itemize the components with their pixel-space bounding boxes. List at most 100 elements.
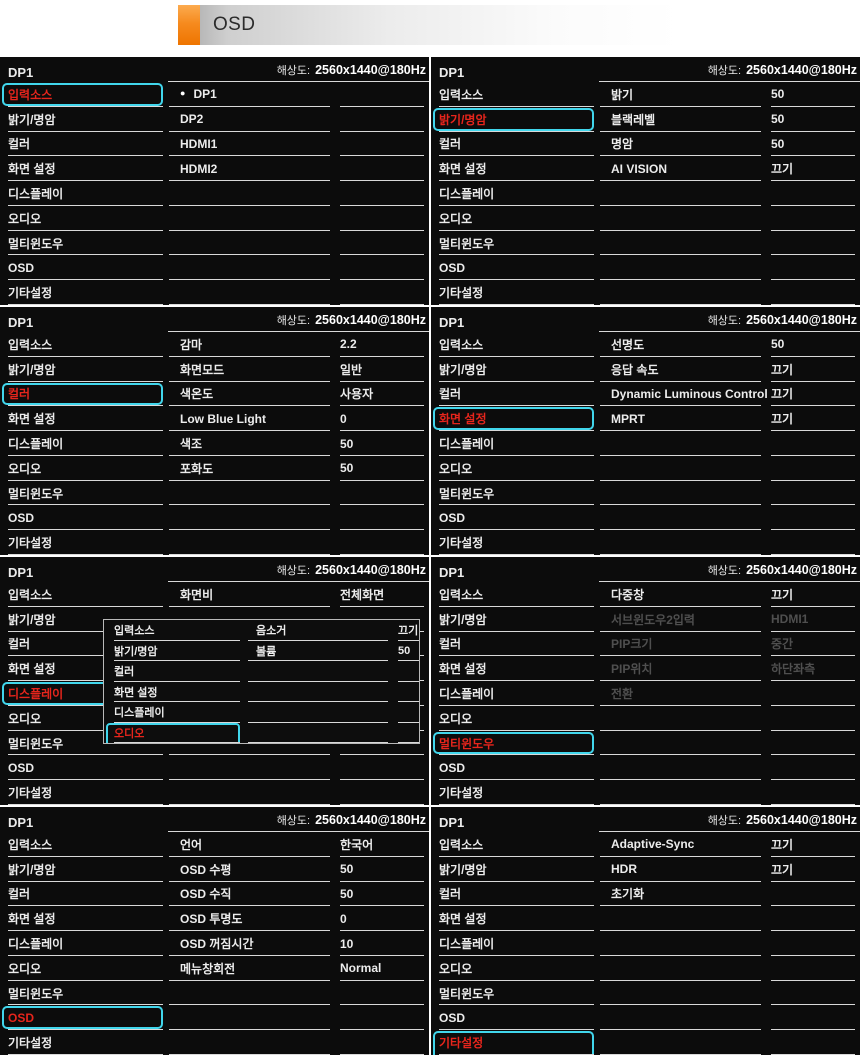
menu-option-label[interactable]: 포화도: [165, 456, 337, 481]
sidebar-item-display[interactable]: 디스플레이: [431, 681, 596, 706]
sidebar-item-misc-settings[interactable]: 기타설정: [431, 280, 596, 305]
sidebar-item-color[interactable]: 컬러: [431, 382, 596, 407]
menu-option-label[interactable]: Dynamic Luminous Control: [596, 382, 768, 407]
menu-option-label[interactable]: OSD 꺼짐시간: [165, 931, 337, 956]
sidebar-item-audio[interactable]: 오디오: [0, 456, 165, 481]
sidebar-item-audio[interactable]: 오디오: [0, 206, 165, 231]
sidebar-item-screen-settings[interactable]: 화면 설정: [0, 406, 165, 431]
menu-option-label[interactable]: 감마: [165, 332, 337, 357]
menu-option-label[interactable]: HDR: [596, 857, 768, 882]
menu-option-label[interactable]: DP2: [165, 107, 337, 132]
menu-option-label[interactable]: OSD 수직: [165, 882, 337, 907]
sidebar-item-display[interactable]: 디스플레이: [104, 702, 244, 723]
sidebar-item-misc-settings[interactable]: 기타설정: [0, 280, 165, 305]
sidebar-item-osd[interactable]: OSD: [431, 1005, 596, 1031]
sidebar-item-input-source[interactable]: 입력소스: [0, 832, 165, 857]
menu-option-label[interactable]: Adaptive-Sync: [596, 832, 768, 857]
sidebar-item-color[interactable]: 컬러: [0, 882, 165, 907]
menu-option-label[interactable]: 음소거: [244, 620, 396, 641]
sidebar-item-screen-settings[interactable]: 화면 설정: [0, 656, 165, 681]
sidebar-item-display[interactable]: 디스플레이: [0, 431, 165, 456]
sidebar-item-brightness-contrast[interactable]: 밝기/명암: [431, 607, 596, 632]
sidebar-item-display[interactable]: 디스플레이: [431, 931, 596, 956]
sidebar-item-screen-settings[interactable]: 화면 설정: [0, 156, 165, 181]
sidebar-item-multi-window[interactable]: 멀티윈도우: [431, 731, 596, 756]
sidebar-item-color[interactable]: 컬러: [0, 382, 165, 407]
sidebar-item-osd[interactable]: OSD: [0, 505, 165, 531]
sidebar-item-brightness-contrast[interactable]: 밝기/명암: [104, 641, 244, 662]
sidebar-item-brightness-contrast[interactable]: 밝기/명암: [431, 857, 596, 882]
sidebar-item-osd[interactable]: OSD: [431, 255, 596, 281]
menu-option-label[interactable]: 볼륨: [244, 641, 396, 662]
sidebar-item-audio[interactable]: 오디오: [431, 956, 596, 981]
sidebar-item-color[interactable]: 컬러: [0, 632, 165, 657]
sidebar-item-brightness-contrast[interactable]: 밝기/명암: [431, 357, 596, 382]
sidebar-item-osd[interactable]: OSD: [431, 755, 596, 781]
sidebar-item-input-source[interactable]: 입력소스: [104, 620, 244, 641]
menu-option-label[interactable]: 블랙레벨: [596, 107, 768, 132]
sidebar-item-display[interactable]: 디스플레이: [0, 181, 165, 206]
menu-option-label[interactable]: 화면비: [165, 582, 337, 607]
sidebar-item-input-source[interactable]: 입력소스: [431, 82, 596, 107]
sidebar-item-audio[interactable]: 오디오: [431, 456, 596, 481]
sidebar-item-color[interactable]: 컬러: [0, 132, 165, 157]
menu-option-label[interactable]: 밝기: [596, 82, 768, 107]
sidebar-item-multi-window[interactable]: 멀티윈도우: [0, 731, 165, 756]
menu-option-label[interactable]: 메뉴창회전: [165, 956, 337, 981]
sidebar-item-audio[interactable]: 오디오: [431, 206, 596, 231]
menu-option-label[interactable]: HDMI1: [165, 132, 337, 157]
sidebar-item-misc-settings[interactable]: 기타설정: [431, 780, 596, 805]
sidebar-item-input-source[interactable]: 입력소스: [0, 82, 165, 107]
sidebar-item-display[interactable]: 디스플레이: [0, 931, 165, 956]
sidebar-item-osd[interactable]: OSD: [0, 755, 165, 781]
menu-option-label[interactable]: 색온도: [165, 382, 337, 407]
menu-option-label[interactable]: OSD 투명도: [165, 906, 337, 931]
sidebar-item-brightness-contrast[interactable]: 밝기/명암: [0, 857, 165, 882]
menu-option-label[interactable]: 응답 속도: [596, 357, 768, 382]
sidebar-item-multi-window[interactable]: 멀티윈도우: [0, 481, 165, 506]
sidebar-item-misc-settings[interactable]: 기타설정: [431, 530, 596, 555]
sidebar-item-screen-settings[interactable]: 화면 설정: [0, 906, 165, 931]
sidebar-item-input-source[interactable]: 입력소스: [431, 832, 596, 857]
sidebar-item-color[interactable]: 컬러: [431, 132, 596, 157]
menu-option-label[interactable]: 다중창: [596, 582, 768, 607]
sidebar-item-brightness-contrast[interactable]: 밝기/명암: [0, 357, 165, 382]
sidebar-item-color[interactable]: 컬러: [104, 661, 244, 682]
sidebar-item-screen-settings[interactable]: 화면 설정: [431, 906, 596, 931]
sidebar-item-audio[interactable]: 오디오: [0, 956, 165, 981]
menu-option-label[interactable]: MPRT: [596, 406, 768, 431]
sidebar-item-multi-window[interactable]: 멀티윈도우: [0, 981, 165, 1006]
sidebar-item-brightness-contrast[interactable]: 밝기/명암: [431, 107, 596, 132]
sidebar-item-brightness-contrast[interactable]: 밝기/명암: [0, 107, 165, 132]
menu-option-label[interactable]: OSD 수평: [165, 857, 337, 882]
menu-option-label[interactable]: HDMI2: [165, 156, 337, 181]
sidebar-item-osd[interactable]: OSD: [0, 255, 165, 281]
sidebar-item-screen-settings[interactable]: 화면 설정: [104, 682, 244, 703]
sidebar-item-brightness-contrast[interactable]: 밝기/명암: [0, 607, 165, 632]
sidebar-item-input-source[interactable]: 입력소스: [431, 582, 596, 607]
sidebar-item-input-source[interactable]: 입력소스: [431, 332, 596, 357]
sidebar-item-audio[interactable]: 오디오: [431, 706, 596, 731]
sidebar-item-input-source[interactable]: 입력소스: [0, 332, 165, 357]
sidebar-item-multi-window[interactable]: 멀티윈도우: [0, 231, 165, 256]
sidebar-item-input-source[interactable]: 입력소스: [0, 582, 165, 607]
sidebar-item-osd[interactable]: OSD: [0, 1005, 165, 1031]
menu-option-label[interactable]: 색조: [165, 431, 337, 456]
sidebar-item-screen-settings[interactable]: 화면 설정: [431, 656, 596, 681]
sidebar-item-misc-settings[interactable]: 기타설정: [0, 1030, 165, 1055]
menu-option-label[interactable]: 초기화: [596, 882, 768, 907]
sidebar-item-misc-settings[interactable]: 기타설정: [0, 530, 165, 555]
sidebar-item-multi-window[interactable]: 멀티윈도우: [431, 481, 596, 506]
sidebar-item-osd[interactable]: OSD: [431, 505, 596, 531]
sidebar-item-misc-settings[interactable]: 기타설정: [0, 780, 165, 805]
menu-option-label[interactable]: Low Blue Light: [165, 406, 337, 431]
menu-option-label[interactable]: 명암: [596, 132, 768, 157]
menu-option-label[interactable]: 화면모드: [165, 357, 337, 382]
sidebar-item-color[interactable]: 컬러: [431, 882, 596, 907]
sidebar-item-audio[interactable]: 오디오: [0, 706, 165, 731]
menu-option-label[interactable]: 언어: [165, 832, 337, 857]
sidebar-item-multi-window[interactable]: 멀티윈도우: [431, 231, 596, 256]
sidebar-item-display[interactable]: 디스플레이: [431, 181, 596, 206]
sidebar-item-multi-window[interactable]: 멀티윈도우: [431, 981, 596, 1006]
menu-option-label[interactable]: 선명도: [596, 332, 768, 357]
